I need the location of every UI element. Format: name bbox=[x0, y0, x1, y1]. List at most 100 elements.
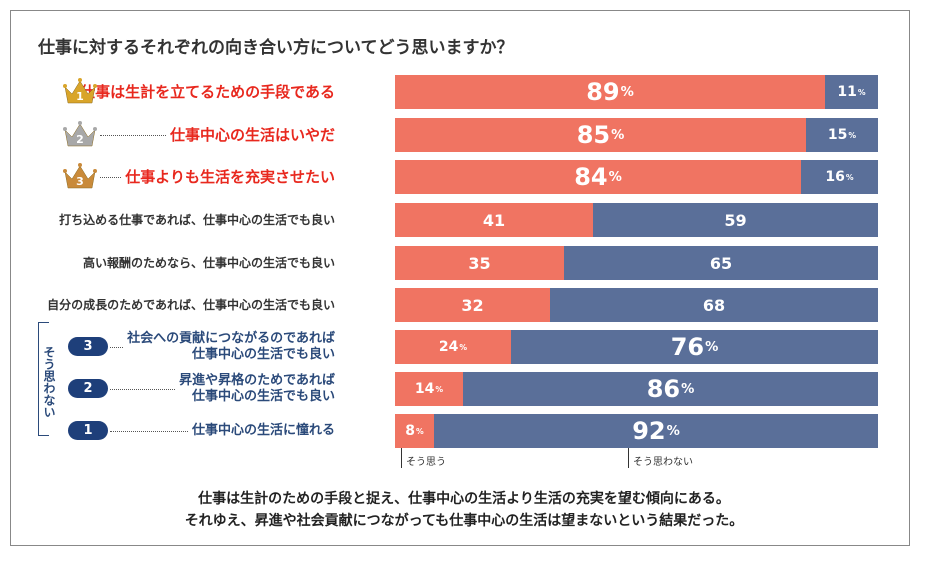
leader-line bbox=[100, 177, 122, 178]
row-label-line: 社会への貢献につながるのであれば bbox=[127, 331, 335, 346]
value-label-no: 68 bbox=[702, 295, 726, 315]
stacked-bar: 85% 15% bbox=[395, 118, 878, 152]
row-label-line: 打ち込める仕事であれば、仕事中心の生活でも良い bbox=[59, 212, 335, 227]
leader-line bbox=[100, 135, 166, 136]
row-label-line: 仕事中心の生活でも良い bbox=[191, 347, 335, 362]
row-label-line: 仕事中心の生活はいやだ bbox=[169, 125, 335, 144]
value-label-no: 16 bbox=[825, 169, 845, 185]
chart-row: 社会への貢献につながるのであれば 仕事中心の生活でも良い 3 24% 76% bbox=[0, 330, 880, 364]
bar-segment-no: 11% bbox=[825, 75, 878, 109]
leader-line bbox=[110, 347, 124, 348]
bar-segment-yes: 84% bbox=[395, 160, 801, 194]
row-label: 高い報酬のためなら、仕事中心の生活でも良い bbox=[83, 246, 335, 280]
bar-segment-no: 59 bbox=[593, 203, 878, 237]
chart-row: 仕事中心の生活はいやだ 2 85% 15% bbox=[0, 118, 880, 152]
value-label-no: 86 bbox=[646, 375, 681, 403]
chart-row: 仕事中心の生活に憧れる 1 8% 92% bbox=[0, 414, 880, 448]
rank-badge: 3 bbox=[68, 337, 108, 356]
value-label-no: 92 bbox=[632, 417, 666, 445]
bar-segment-no: 68 bbox=[550, 288, 878, 322]
chart-row: 打ち込める仕事であれば、仕事中心の生活でも良い 41 59 bbox=[0, 203, 880, 237]
bar-segment-no: 76% bbox=[511, 330, 878, 364]
pct-label: % bbox=[611, 127, 625, 143]
row-label: 社会への貢献につながるのであれば 仕事中心の生活でも良い bbox=[127, 330, 335, 364]
value-label-yes: 41 bbox=[482, 210, 506, 230]
row-label: 打ち込める仕事であれば、仕事中心の生活でも良い bbox=[59, 203, 335, 237]
stacked-bar: 32 68 bbox=[395, 288, 878, 322]
pct-label: % bbox=[459, 342, 468, 352]
pct-label: % bbox=[416, 426, 424, 436]
stacked-bar: 41 59 bbox=[395, 203, 878, 237]
stacked-bar: 84% 16% bbox=[395, 160, 878, 194]
row-label-line: 仕事は生計を立てるための手段である bbox=[80, 82, 335, 101]
row-label-line: 昇進や昇格のためであれば bbox=[179, 373, 335, 388]
bar-segment-yes: 85% bbox=[395, 118, 806, 152]
svg-text:3: 3 bbox=[76, 175, 84, 188]
bar-segment-no: 86% bbox=[463, 372, 878, 406]
row-label: 仕事は生計を立てるための手段である bbox=[80, 75, 335, 109]
bar-segment-no: 92% bbox=[434, 414, 878, 448]
pct-label: % bbox=[681, 381, 695, 397]
stacked-bar: 24% 76% bbox=[395, 330, 878, 364]
value-label-yes: 84 bbox=[574, 163, 608, 191]
rank-crown-icon: 3 bbox=[62, 162, 98, 192]
chart-row: 高い報酬のためなら、仕事中心の生活でも良い 35 65 bbox=[0, 246, 880, 280]
group-bracket bbox=[38, 322, 49, 436]
legend-yes: そう思う bbox=[401, 448, 446, 468]
chart-row: 仕事は生計を立てるための手段である 1 89% 11% bbox=[0, 75, 880, 109]
value-label-no: 11 bbox=[837, 84, 857, 100]
row-label: 仕事中心の生活に憧れる bbox=[192, 414, 335, 448]
row-label-line: 仕事よりも生活を充実させたい bbox=[125, 167, 335, 186]
pct-label: % bbox=[435, 384, 444, 394]
stacked-bar: 14% 86% bbox=[395, 372, 878, 406]
value-label-yes: 8 bbox=[405, 423, 416, 439]
rank-crown-icon: 1 bbox=[62, 77, 98, 107]
row-label: 自分の成長のためであれば、仕事中心の生活でも良い bbox=[47, 288, 335, 322]
bar-segment-no: 16% bbox=[801, 160, 878, 194]
rank-crown-icon: 2 bbox=[62, 120, 98, 150]
value-label-yes: 89 bbox=[586, 78, 620, 106]
chart-row: 自分の成長のためであれば、仕事中心の生活でも良い 32 68 bbox=[0, 288, 880, 322]
bar-segment-yes: 35 bbox=[395, 246, 564, 280]
pct-label: % bbox=[857, 87, 866, 97]
stacked-bar: 89% 11% bbox=[395, 75, 878, 109]
bar-segment-yes: 32 bbox=[395, 288, 550, 322]
value-label-yes: 85 bbox=[576, 121, 611, 149]
bar-segment-yes: 14% bbox=[395, 372, 463, 406]
value-label-no: 59 bbox=[724, 210, 747, 230]
pct-label: % bbox=[705, 339, 719, 355]
row-label: 昇進や昇格のためであれば 仕事中心の生活でも良い bbox=[179, 372, 335, 406]
row-label-line: 仕事中心の生活でも良い bbox=[191, 389, 335, 404]
rank-badge: 2 bbox=[68, 379, 108, 398]
value-label-no: 76 bbox=[670, 333, 705, 361]
rank-badge: 1 bbox=[68, 421, 108, 440]
value-label-yes: 14 bbox=[414, 381, 435, 397]
bar-segment-no: 65 bbox=[564, 246, 878, 280]
value-label-yes: 35 bbox=[468, 253, 491, 273]
pct-label: % bbox=[608, 169, 622, 185]
leader-line bbox=[110, 431, 188, 432]
pct-label: % bbox=[666, 423, 680, 439]
leader-line bbox=[110, 389, 176, 390]
row-label: 仕事中心の生活はいやだ bbox=[170, 118, 335, 152]
bar-segment-no: 15% bbox=[806, 118, 878, 152]
bar-segment-yes: 89% bbox=[395, 75, 825, 109]
bar-segment-yes: 24% bbox=[395, 330, 511, 364]
pct-label: % bbox=[848, 130, 857, 140]
bar-segment-yes: 41 bbox=[395, 203, 593, 237]
value-label-no: 65 bbox=[709, 253, 733, 273]
svg-text:2: 2 bbox=[76, 133, 84, 146]
svg-text:1: 1 bbox=[76, 90, 84, 103]
value-label-no: 15 bbox=[827, 127, 848, 143]
bar-segment-yes: 8% bbox=[395, 414, 434, 448]
chart-title: 仕事に対するそれぞれの向き合い方についてどう思いますか？ bbox=[38, 38, 514, 58]
row-label-line: 仕事中心の生活に憧れる bbox=[191, 423, 335, 438]
footer-line-1: 仕事は生計のための手段と捉え、仕事中心の生活より生活の充実を望む傾向にある。 bbox=[198, 491, 730, 507]
stacked-bar: 8% 92% bbox=[395, 414, 878, 448]
value-label-yes: 32 bbox=[461, 295, 484, 315]
side-label: そう思わない bbox=[42, 346, 56, 418]
chart-row: 仕事よりも生活を充実させたい 3 84% 16% bbox=[0, 160, 880, 194]
pct-label: % bbox=[620, 84, 634, 100]
pct-label: % bbox=[845, 172, 854, 182]
stacked-bar: 35 65 bbox=[395, 246, 878, 280]
